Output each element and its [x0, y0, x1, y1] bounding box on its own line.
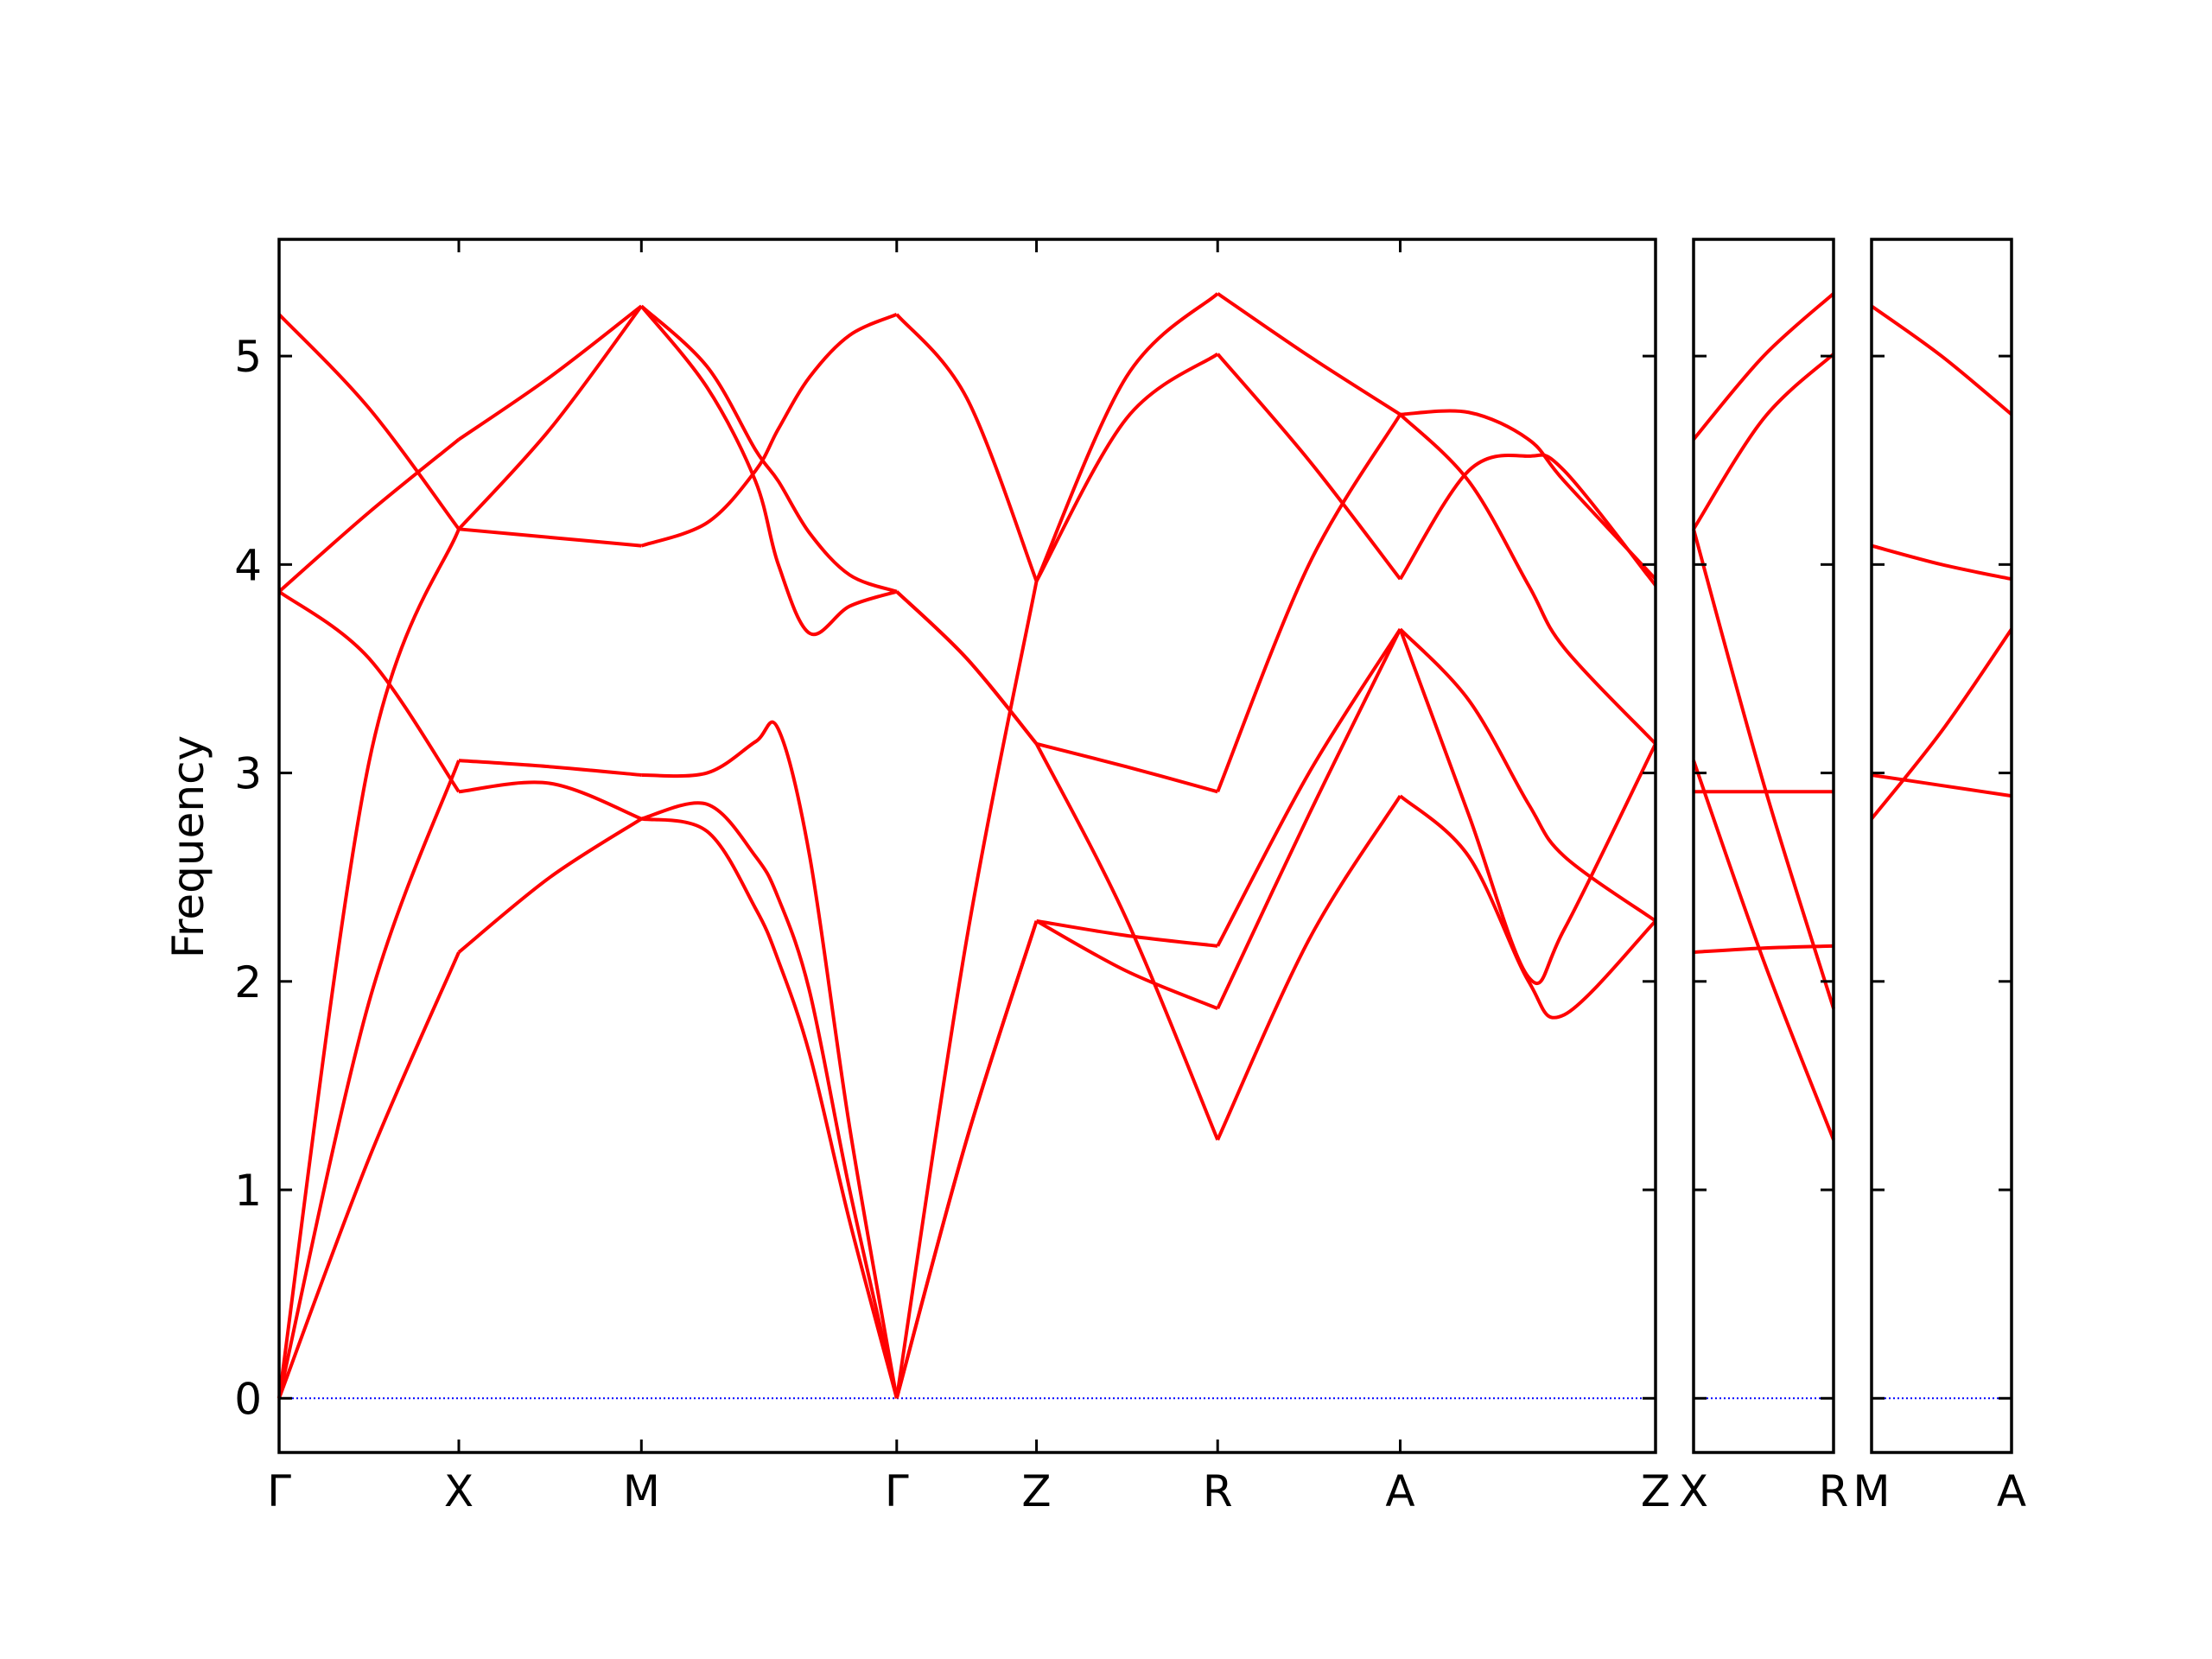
band-line — [1036, 918, 1218, 948]
y-tick-label: 5 — [234, 332, 262, 382]
x-tick-label: Z — [1021, 1466, 1051, 1516]
band-line — [457, 817, 643, 954]
band-line — [1400, 409, 1657, 581]
band-line — [640, 801, 899, 1399]
band-line — [277, 590, 461, 793]
band-line — [1034, 353, 1219, 582]
band-line — [639, 304, 898, 637]
band-line — [1692, 528, 1835, 1009]
band-line — [1692, 353, 1835, 531]
x-tick-label: R — [1819, 1466, 1849, 1516]
band-line — [1035, 919, 1218, 1011]
band-line — [1036, 741, 1218, 794]
band-line — [641, 720, 899, 1399]
band-line — [640, 817, 899, 1399]
band-line — [1870, 627, 2013, 820]
band-line — [457, 304, 643, 442]
band-line — [895, 590, 1039, 746]
band-line — [1871, 543, 2012, 582]
band-line — [1399, 413, 1657, 746]
band-line — [1398, 453, 1657, 587]
band-line — [1034, 742, 1220, 1141]
band-line — [1217, 292, 1402, 416]
x-tick-label: A — [1385, 1466, 1414, 1516]
band-line — [1693, 944, 1834, 955]
y-tick-label: 0 — [234, 1374, 262, 1424]
band-line — [1399, 627, 1657, 923]
band-line — [1870, 304, 2013, 416]
band-line — [1692, 292, 1835, 441]
band-line — [277, 951, 461, 1399]
band-line — [458, 527, 642, 548]
x-tick-label: Γ — [885, 1466, 909, 1516]
x-tick-label: X — [444, 1466, 474, 1516]
x-tick-label: M — [623, 1466, 660, 1516]
band-line — [894, 920, 1039, 1399]
band-line — [895, 313, 1039, 582]
y-tick-label: 2 — [234, 957, 262, 1007]
y-tick-label: 1 — [234, 1166, 262, 1216]
band-line — [640, 312, 898, 548]
band-line — [458, 759, 642, 777]
band-line — [1692, 760, 1835, 1141]
band-line — [1871, 773, 2012, 798]
band-line — [277, 313, 461, 531]
plot-frame — [1692, 238, 1835, 1454]
band-line — [895, 590, 1039, 746]
band-line — [639, 304, 898, 594]
band-line — [894, 920, 1039, 1399]
y-tick-label: 4 — [234, 540, 262, 590]
band-line — [1216, 353, 1402, 581]
band-line — [1399, 794, 1657, 1020]
plot-frame — [1870, 238, 2013, 1454]
band-line — [277, 528, 461, 1399]
x-tick-label: Z — [1641, 1466, 1670, 1516]
band-line — [1034, 292, 1219, 582]
x-tick-label: A — [1997, 1466, 2026, 1516]
band-line — [1216, 795, 1402, 1141]
plot-frame — [277, 238, 1657, 1454]
band-line — [1216, 628, 1402, 947]
y-tick-label: 3 — [234, 749, 262, 799]
band-line — [458, 780, 643, 821]
band-line — [277, 760, 461, 1399]
band-line — [277, 438, 461, 594]
band-line — [457, 305, 643, 531]
band-line — [894, 581, 1039, 1399]
y-axis-label: Frequency — [163, 735, 213, 958]
x-tick-label: Γ — [267, 1466, 291, 1516]
x-tick-label: X — [1679, 1466, 1708, 1516]
band-line — [1216, 413, 1402, 793]
band-line — [1216, 628, 1402, 1010]
x-tick-label: R — [1203, 1466, 1233, 1516]
x-tick-label: M — [1853, 1466, 1890, 1516]
